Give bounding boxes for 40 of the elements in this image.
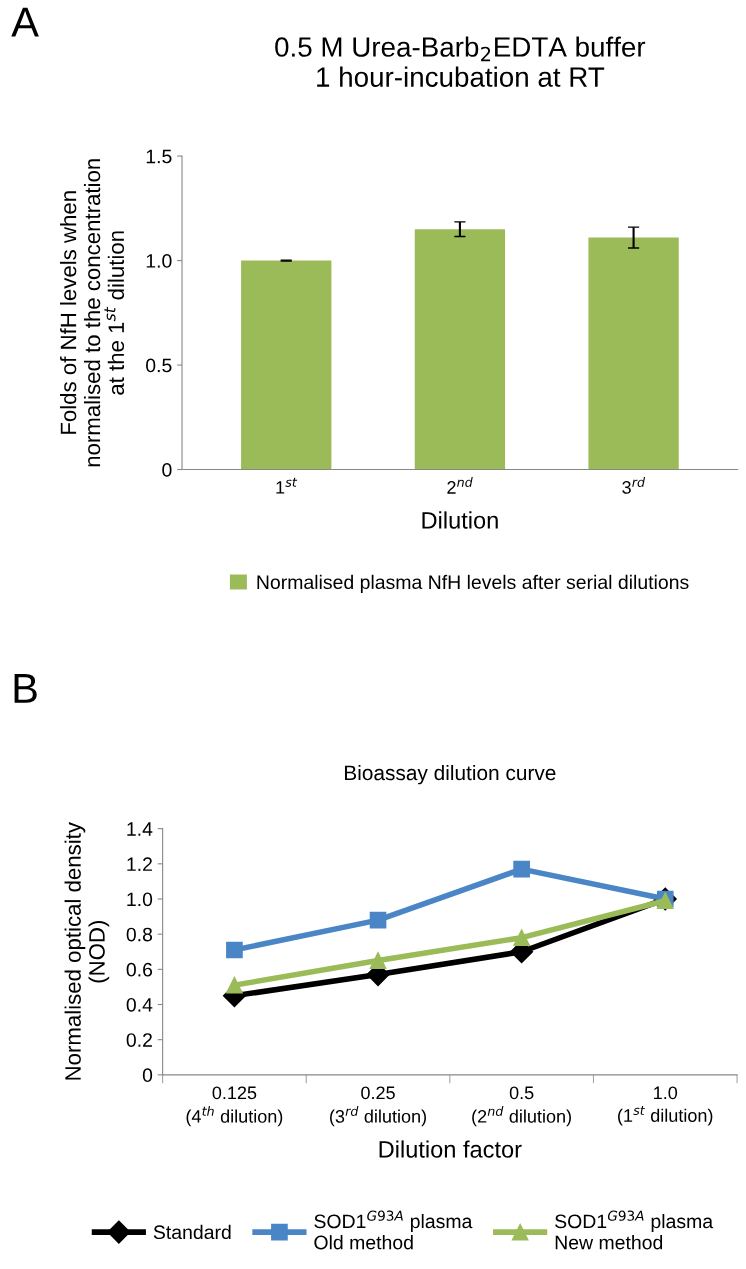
y-tick-label: 0 [162, 463, 172, 477]
x-axis-title: Dilution factor [379, 1140, 522, 1158]
legend-label: Standard [153, 1224, 231, 1240]
point [226, 941, 243, 959]
x-tick-label: 1$^{st}$ [276, 477, 298, 494]
y-tick-label: 1.4 [127, 822, 153, 836]
y-tick-label: 0.2 [126, 1033, 152, 1047]
legend-label: SOD1$^{G93A}$ plasma New method [555, 1210, 714, 1250]
y-tick-label: 0.4 [126, 997, 153, 1012]
chart-title: 0.5 M Urea-Barb$_{2}$EDTA buffer 1 hour-incubation at RT [275, 36, 646, 87]
legend-label: Normalised plasma NfH levels after serial dilutions [257, 574, 689, 593]
y-tick-label: 1.0 [146, 254, 172, 268]
point [369, 911, 387, 929]
y-tick-label: 0.5 [146, 358, 172, 373]
category-label: 1.0 (1$^{st}$ dilution) [618, 1086, 713, 1126]
y-tick-label: 1.5 [146, 149, 172, 164]
category-label: 0.5 (2$^{nd}$ dilution) [472, 1086, 571, 1127]
y-tick-label: 0.8 [126, 927, 153, 942]
bar [588, 237, 679, 470]
bar [241, 260, 332, 470]
point [513, 860, 530, 878]
x-axis-title: Dilution [422, 511, 498, 529]
y-axis-title: Normalised optical density (NOD) [64, 822, 110, 1080]
chart-title: Bioassay dilution curve [345, 764, 556, 785]
x-tick-label: 2$^{nd}$ [447, 477, 473, 494]
x-tick-label: 0.25 (3$^{rd}$ dilution) [330, 1086, 426, 1127]
y-tick-label: 0 [142, 1068, 153, 1083]
point [513, 929, 530, 947]
x-tick-label: 0.125 (4$^{th}$ dilution) [186, 1086, 283, 1127]
y-tick-label: 1.2 [127, 857, 152, 871]
x-tick-label: 3$^{rd}$ [622, 477, 646, 494]
bar [414, 229, 506, 470]
point [226, 976, 243, 994]
text: A [11, 7, 39, 37]
legend-label: SOD1$^{G93A}$ plasma Old method [314, 1210, 473, 1250]
point [369, 952, 387, 969]
text: B [14, 674, 37, 703]
y-axis-title: Folds of NfH levels when normalised to the concentration at the 1$^{st}$ dilution [60, 159, 125, 467]
y-tick-label: 0.6 [126, 962, 153, 977]
y-tick-label: 1.0 [127, 892, 153, 907]
